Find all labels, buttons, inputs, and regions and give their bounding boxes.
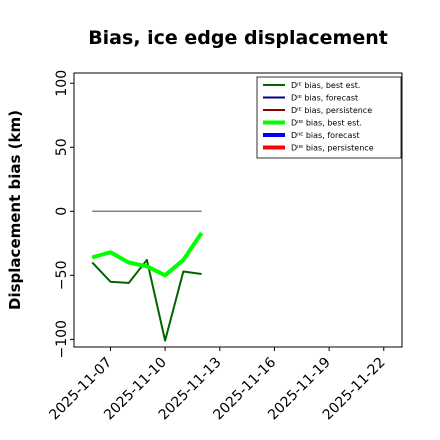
y-axis-label: Displacement bias (km) bbox=[6, 110, 24, 310]
y-tick-label: −50 bbox=[54, 261, 70, 291]
legend-label-1: Dᴵᴱ bias, forecast bbox=[291, 94, 358, 103]
legend-label-5: Dᴵᴵᴱ bias, persistence bbox=[291, 144, 374, 153]
series-line-0 bbox=[91, 258, 202, 342]
series-line-3 bbox=[91, 231, 204, 278]
y-tick-label: −100 bbox=[54, 320, 70, 358]
legend: Dᴵᴱ bias, best est. Dᴵᴱ bias, forecast Dᴵᴱ… bbox=[256, 76, 402, 159]
plot-frame bbox=[73, 72, 403, 348]
legend-label-0: Dᴵᴱ bias, best est. bbox=[291, 81, 360, 90]
legend-box bbox=[256, 76, 402, 159]
y-tick-label: 0 bbox=[54, 207, 70, 216]
legend-label-4: Dᴵᴵᴱ bias, forecast bbox=[291, 131, 360, 140]
chart-title: Bias, ice edge displacement bbox=[88, 27, 388, 49]
series-layer bbox=[91, 231, 204, 342]
y-tick-label: 50 bbox=[54, 138, 70, 156]
legend-label-3: Dᴵᴵᴱ bias, best est. bbox=[291, 119, 362, 128]
y-tick-label: 100 bbox=[54, 70, 70, 97]
legend-label-2: Dᴵᴱ bias, persistence bbox=[291, 106, 372, 115]
